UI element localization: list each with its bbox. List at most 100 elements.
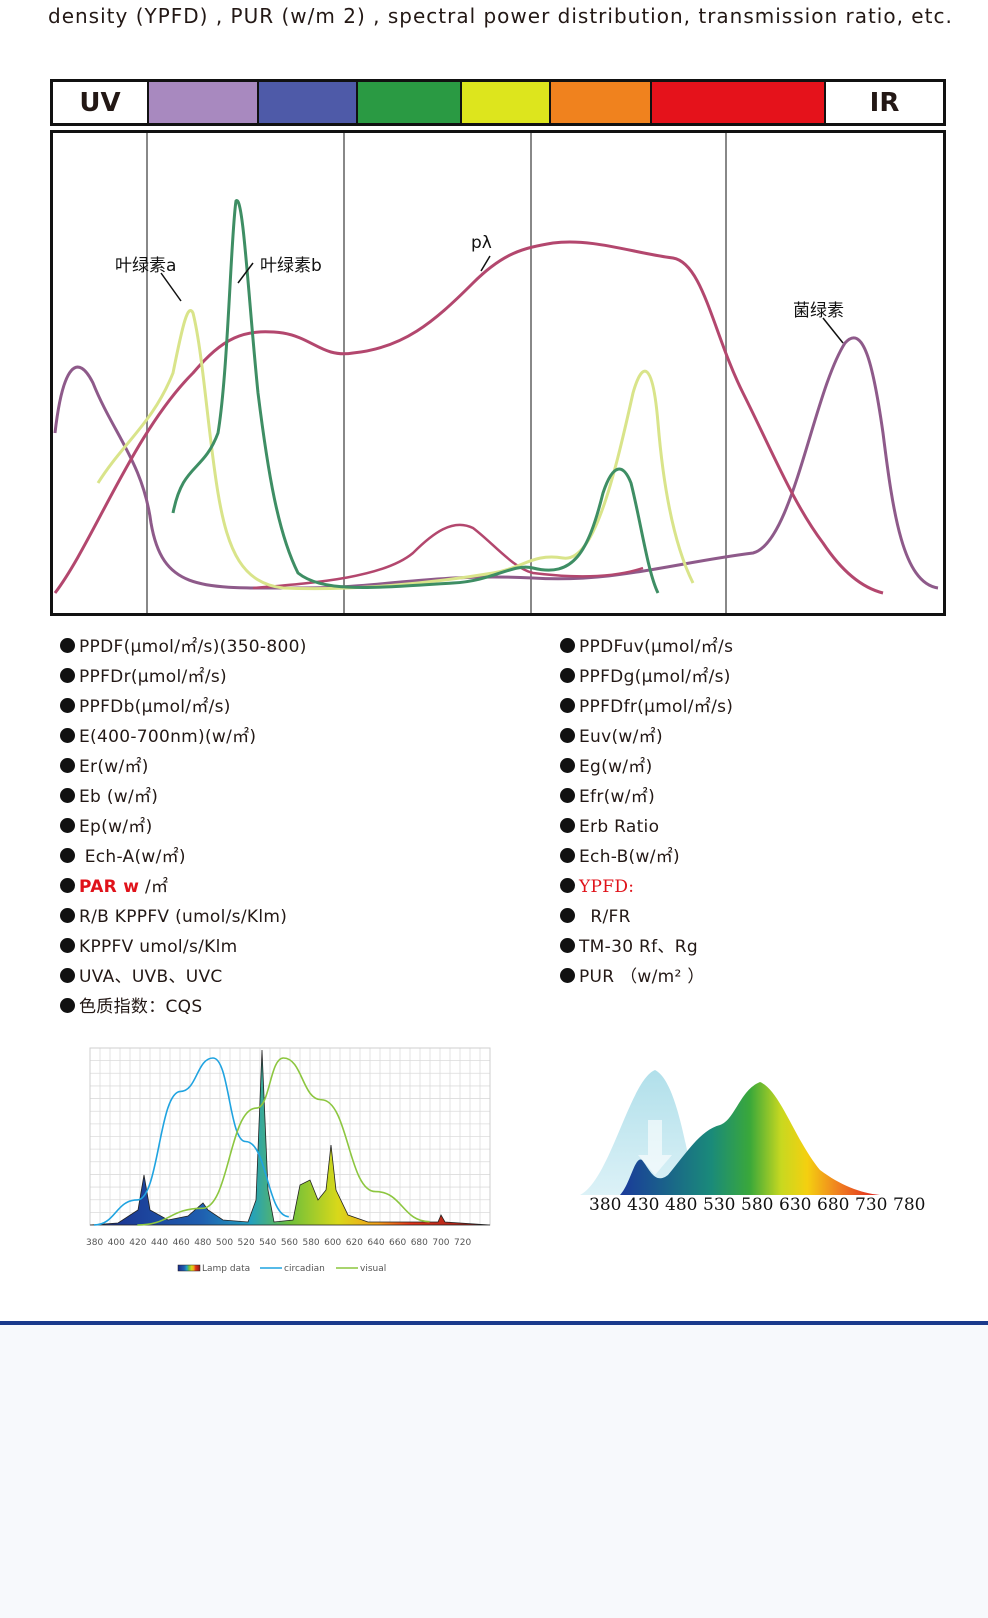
param-item: Euv(w/㎡) [560,722,733,752]
param-item: YPFD: [560,872,733,902]
param-label: Ep(w/㎡) [79,817,153,837]
param-label: Ech-B(w/㎡) [579,847,680,867]
p-lambda-low-curve [252,523,644,590]
bullet-dot [60,637,75,653]
param-label: Er(w/㎡) [79,757,149,777]
bullet-dot [60,697,75,713]
param-item: Er(w/㎡) [60,752,307,782]
x-tick-label: 560 [281,1238,298,1248]
label-chl-a: 叶绿素a [115,256,177,276]
footer-area [0,1325,988,1618]
param-item: PPFDb(μmol/㎡/s) [60,692,307,722]
bullet-dot [560,967,575,983]
x-tick-label: 780 [893,1195,925,1215]
full-spectrum-area [620,1082,880,1195]
lamp-spectrum-svg: 380 400 420 440 460 480 500 520 540 560 580 600 620 6… [86,1047,491,1274]
param-label: PUR （w/m² ） [579,967,705,987]
x-tick-labels: 380 430 480 530 580 630 680 730 780 [589,1195,925,1215]
spectrum-band: UV IR [50,79,946,126]
param-item: Eb (w/㎡) [60,782,307,812]
section-divider [0,1321,988,1325]
param-label: TM-30 Rf、Rg [579,937,698,957]
series-lines [93,1057,430,1226]
chart-grid [89,1047,491,1226]
visual-series-line [137,1057,430,1226]
bullet-dot [60,727,75,743]
label-p-lambda: pλ [471,233,492,253]
param-item: Efr(w/㎡) [560,782,733,812]
x-tick-label: 440 [151,1238,168,1248]
circadian-series-line [93,1057,290,1226]
bullet-dot [60,757,75,773]
param-label: Eg(w/㎡) [579,757,653,777]
x-tick-label: 680 [411,1238,428,1248]
param-label: 色质指数：CQS [79,997,203,1017]
param-label: PPFDr(μmol/㎡/s) [79,667,227,687]
param-item: PPFDr(μmol/㎡/s) [60,662,307,692]
chl-a-curve [96,309,695,591]
param-label: Ech-A(w/㎡) [79,847,186,867]
chl-b-curve [171,199,660,594]
x-tick-label: 660 [389,1238,406,1248]
legend-label-circadian: circadian [284,1264,325,1274]
x-tick-label: 430 [627,1195,659,1215]
legend-swatch-lamp [177,1264,201,1272]
param-item: R/B KPPFV (umol/s/Klm) [60,902,307,932]
x-tick-label: 530 [703,1195,735,1215]
param-label: E(400-700nm)(w/㎡) [79,727,257,747]
bullet-dot [560,667,575,683]
bullet-dot [560,697,575,713]
x-tick-label: 500 [216,1238,233,1248]
bullet-dot [560,787,575,803]
param-label: Eb (w/㎡) [79,787,159,807]
bullet-dot [560,637,575,653]
band-green [358,82,462,123]
param-item: Ech-B(w/㎡) [560,842,733,872]
param-item: KPPFV umol/s/Klm [60,932,307,962]
param-item: 色质指数：CQS [60,992,307,1022]
band-orange [551,82,652,123]
bullet-dot [560,727,575,743]
x-tick-label: 720 [454,1238,471,1248]
x-tick-label: 580 [741,1195,773,1215]
param-label: Erb Ratio [579,817,660,837]
param-par-unit: /㎡ [139,877,169,897]
intro-text: density (YPFD) , PUR (w/m 2) , spectral … [48,4,953,28]
param-label: PPFDfr(μmol/㎡/s) [579,697,734,717]
x-tick-label: 630 [779,1195,811,1215]
absorption-svg [53,133,939,613]
x-tick-label: 420 [129,1238,146,1248]
x-tick-label: 460 [173,1238,190,1248]
param-label: PPDF(μmol/㎡/s)(350-800) [79,637,307,657]
param-item: PPFDg(μmol/㎡/s) [560,662,733,692]
param-item: TM-30 Rf、Rg [560,932,733,962]
x-tick-label: 680 [817,1195,849,1215]
absorption-chart: 叶绿素a 叶绿素b pλ 菌绿素 [50,130,946,616]
param-label: UVA、UVB、UVC [79,967,223,987]
x-tick-label: 400 [108,1238,125,1248]
x-tick-label: 620 [346,1238,363,1248]
bullet-dot [560,877,575,893]
x-tick-label: 380 [86,1238,103,1248]
bullet-dot [60,667,75,683]
bullet-dot [60,937,75,953]
x-tick-label: 520 [238,1238,255,1248]
band-violet [149,82,259,123]
blue-light-peak [580,1070,700,1195]
bullet-dot [60,877,75,893]
bullet-dot [560,907,575,923]
label-bacteriochl: 菌绿素 [793,301,844,321]
param-item: PPDF(μmol/㎡/s)(350-800) [60,632,307,662]
p-lambda-curve [53,240,884,595]
x-tick-label: 480 [194,1238,211,1248]
bullet-dot [60,907,75,923]
param-item: PAR w /㎡ [60,872,307,902]
x-tick-label: 700 [432,1238,449,1248]
bullet-dot [60,787,75,803]
bullet-dot [60,817,75,833]
param-label: R/FR [579,907,631,927]
params-left-column: PPDF(μmol/㎡/s)(350-800) PPFDr(μmol/㎡/s) … [60,632,307,1022]
param-item: PPDFuv(μmol/㎡/s [560,632,733,662]
x-tick-label: 540 [259,1238,276,1248]
x-tick-label: 580 [302,1238,319,1248]
